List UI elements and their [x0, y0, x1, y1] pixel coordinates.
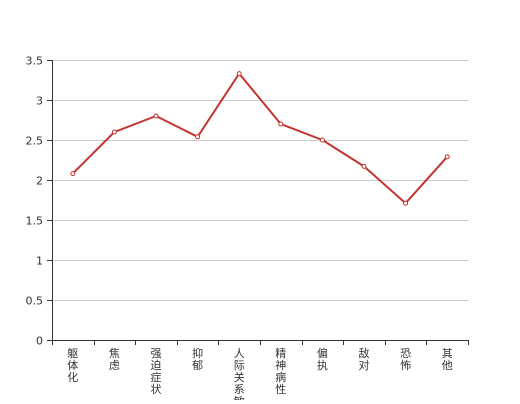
data-point — [111, 129, 117, 135]
label-layer: 0 0.5 1 1.5 2 2.5 3 3.5 躯体化 焦虑 强迫症状 抑郁 人际关系敏感 精神病性 偏执 敌… — [26, 55, 453, 404]
y-tick-label: 0 — [36, 335, 43, 348]
data-point — [236, 71, 242, 77]
data-point — [70, 171, 76, 177]
x-tick-label: 人际关系敏感 — [234, 347, 245, 400]
data-point — [195, 134, 201, 140]
x-tick-label: 躯体化 — [67, 347, 78, 384]
y-tick-label: 3 — [36, 95, 43, 108]
series-layer — [70, 71, 450, 206]
y-tick-label: 2 — [36, 175, 43, 188]
grid-layer — [52, 60, 468, 301]
y-tick-label: 2.5 — [26, 135, 44, 148]
x-tick-label: 抑郁 — [192, 346, 203, 372]
x-tick-label: 精神病性 — [275, 347, 286, 396]
data-point — [153, 113, 159, 119]
data-point — [403, 200, 409, 206]
axis-layer — [47, 60, 469, 345]
x-tick-label: 焦虑 — [109, 347, 120, 372]
data-point — [319, 137, 325, 143]
x-tick-label: 敌对 — [359, 346, 370, 372]
x-tick-label: 强迫症状 — [151, 347, 162, 396]
y-tick-label: 0.5 — [26, 295, 44, 308]
x-tick-label: 恐怖 — [400, 347, 411, 372]
series-line — [72, 72, 448, 205]
data-point — [444, 154, 450, 160]
y-tick-label: 3.5 — [26, 55, 44, 68]
x-tick-label: 其他 — [442, 347, 453, 372]
y-tick-label: 1.5 — [26, 215, 44, 228]
x-tick-label: 偏执 — [317, 346, 328, 372]
data-point — [361, 163, 367, 169]
y-tick-label: 1 — [36, 255, 43, 268]
data-point — [278, 121, 284, 127]
